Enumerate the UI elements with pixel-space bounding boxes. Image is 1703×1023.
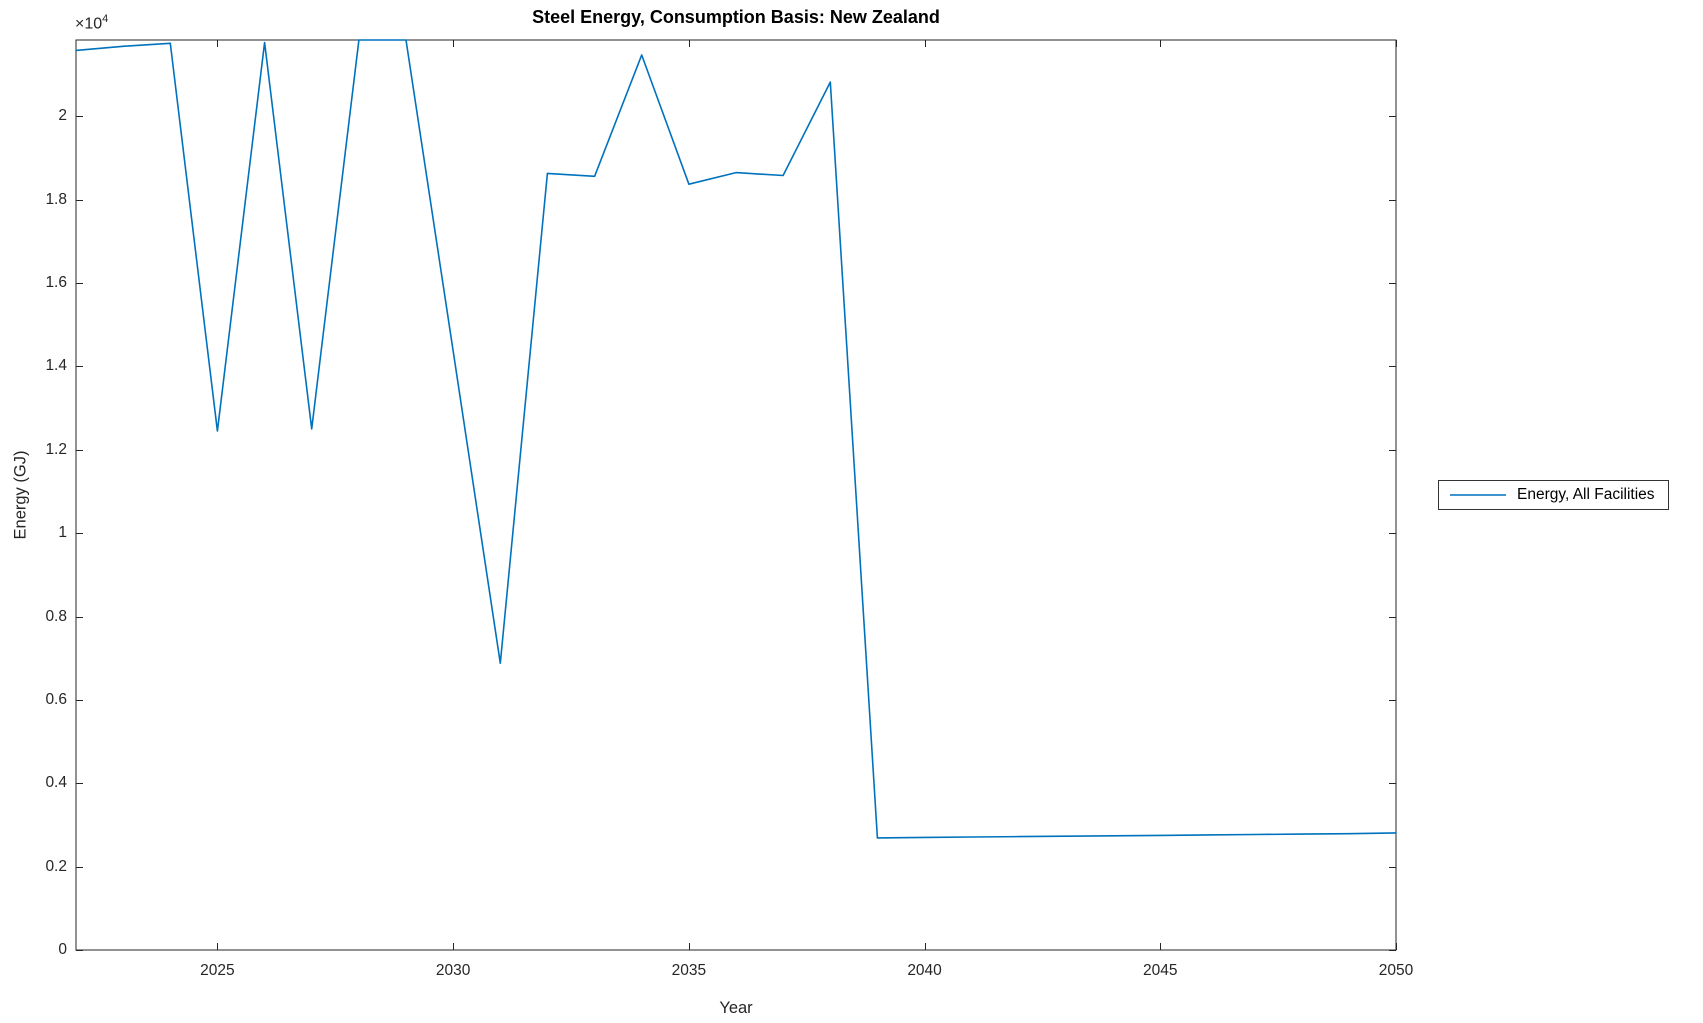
- y-tick-label: 0.8: [45, 607, 67, 625]
- y-axis-multiplier-exponent: 4: [102, 13, 109, 25]
- legend: Energy, All Facilities: [1438, 480, 1669, 510]
- chart-title: Steel Energy, Consumption Basis: New Zea…: [532, 7, 940, 27]
- y-tick-label: 0.2: [45, 857, 67, 875]
- x-tick-label: 2045: [1143, 962, 1178, 979]
- y-tick-label: 2: [58, 107, 67, 125]
- x-tick-label: 2025: [200, 962, 235, 979]
- y-axis-multiplier: ×104: [75, 13, 108, 33]
- y-tick-label: 1.4: [45, 357, 67, 375]
- x-tick-label: 2030: [435, 962, 471, 979]
- x-tick-label: 2050: [1378, 962, 1414, 979]
- x-axis-label: Year: [719, 999, 753, 1017]
- y-tick-label: 1: [58, 524, 67, 542]
- series-line-energy-all-facilities: [75, 39, 1397, 839]
- y-tick-label: 0: [58, 941, 67, 958]
- y-tick-label: 1.6: [45, 274, 67, 292]
- x-tick-label: 2035: [671, 962, 707, 979]
- y-tick-label: 1.2: [45, 440, 67, 458]
- legend-line-sample: [1450, 494, 1506, 496]
- x-tick-label: 2040: [907, 962, 942, 979]
- y-tick-label: 0.6: [45, 690, 67, 708]
- legend-entry-label: Energy, All Facilities: [1517, 486, 1655, 503]
- axes-box: [75, 39, 1397, 951]
- y-axis-multiplier-base: ×10: [75, 15, 103, 33]
- y-tick-label: 0.4: [45, 774, 67, 792]
- y-tick-label: 1.8: [45, 190, 67, 208]
